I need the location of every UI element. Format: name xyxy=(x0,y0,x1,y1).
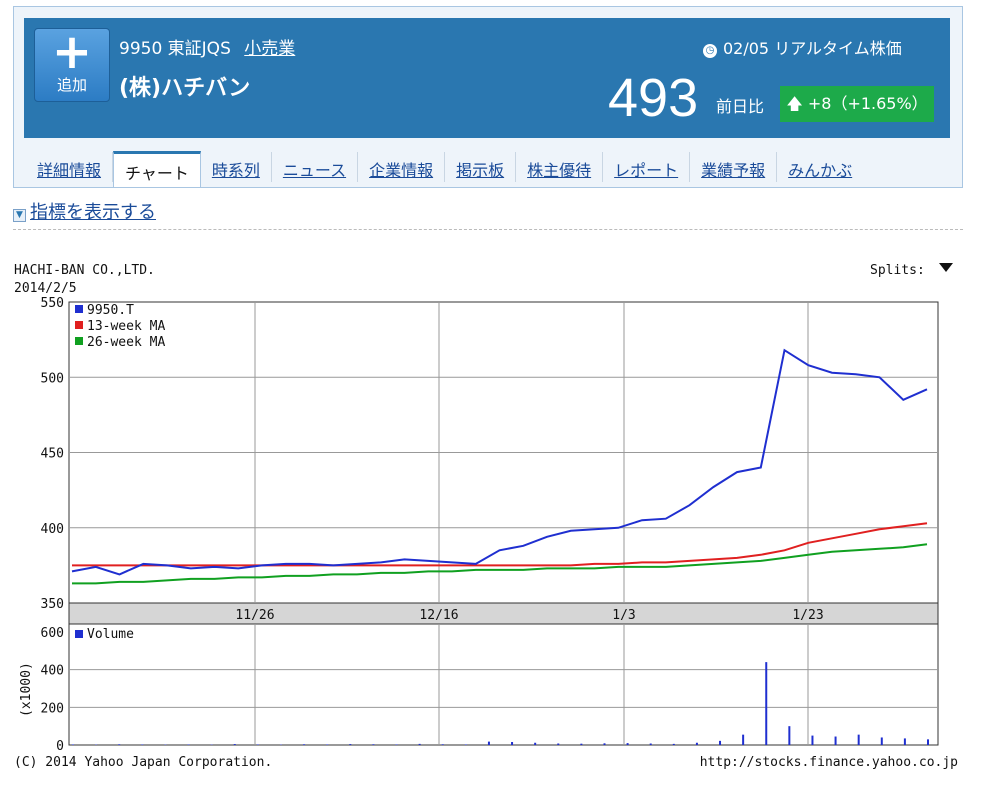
volume-plot-area xyxy=(68,623,939,746)
splits-label: Splits: xyxy=(870,263,925,278)
legend-label-1: 13-week MA xyxy=(87,319,165,334)
chart-title: HACHI-BAN CO.,LTD. xyxy=(14,263,155,278)
sector-link[interactable]: 小売業 xyxy=(244,39,296,59)
expand-icon: ▼ xyxy=(13,209,26,222)
price-tick-label: 450 xyxy=(41,447,64,462)
splits-dropdown-icon xyxy=(939,263,953,272)
price-change: +8（+1.65%） xyxy=(807,94,928,113)
current-price: 493 xyxy=(608,68,699,128)
tab-0[interactable]: 詳細情報 xyxy=(26,152,114,182)
source-url: http://stocks.finance.yahoo.co.jp xyxy=(700,755,958,770)
date-tick-label: 11/26 xyxy=(235,608,274,623)
tab-3[interactable]: ニュース xyxy=(272,152,359,182)
add-to-portfolio-button[interactable]: + 追加 xyxy=(34,28,110,102)
series-line-0 xyxy=(71,348,928,576)
stock-code: 9950 xyxy=(119,39,163,59)
volume-axis-label: (x1000) xyxy=(19,662,34,717)
date-tick-label: 1/3 xyxy=(612,608,635,623)
tab-6[interactable]: 株主優待 xyxy=(516,152,604,182)
tab-2[interactable]: 時系列 xyxy=(201,152,272,182)
price-tick-label: 400 xyxy=(41,522,64,537)
stock-code-line: 9950 東証JQS 小売業 xyxy=(119,34,295,59)
change-label: 前日比 xyxy=(716,97,765,116)
volume-tick-label: 0 xyxy=(56,739,64,754)
price-tick-label: 500 xyxy=(41,371,64,386)
legend-label-2: 26-week MA xyxy=(87,335,165,350)
show-indicators-label: 指標を表示する xyxy=(30,202,156,223)
tab-bar: 詳細情報 チャート 時系列 ニュース 企業情報 掲示板 株主優待 レポート 業績予報 みんかぶ xyxy=(26,151,863,188)
realtime-label: リアルタイム株価 xyxy=(774,39,902,58)
divider xyxy=(13,229,963,230)
volume-tick-label: 200 xyxy=(41,701,64,716)
tab-8[interactable]: 業績予報 xyxy=(690,152,778,182)
add-button-label: 追加 xyxy=(56,76,87,94)
series-line-1 xyxy=(72,522,928,567)
price-change-badge: 🡅 +8（+1.65%） xyxy=(780,86,934,122)
stock-chart: HACHI-BAN CO.,LTD. 2014/2/5 Splits: 350 400 4… xyxy=(14,263,958,770)
plus-icon: + xyxy=(51,24,93,80)
company-name: (株)ハチバン xyxy=(119,76,251,101)
price-tick-label: 350 xyxy=(41,597,64,612)
volume-tick-label: 600 xyxy=(41,626,64,641)
clock-icon: ◷ xyxy=(703,44,717,58)
tab-5[interactable]: 掲示板 xyxy=(445,152,517,182)
legend-swatch-1 xyxy=(75,321,83,329)
chart-date: 2014/2/5 xyxy=(14,281,77,296)
realtime-info: ◷ 02/05 リアルタイム株価 xyxy=(703,35,902,59)
price-tick-label: 550 xyxy=(41,296,64,311)
copyright-text: (C) 2014 Yahoo Japan Corporation. xyxy=(14,755,272,770)
volume-legend-swatch xyxy=(75,630,83,638)
volume-legend-label: Volume xyxy=(87,627,134,642)
arrow-up-icon: 🡅 xyxy=(786,94,803,113)
tab-9[interactable]: みんかぶ xyxy=(788,161,853,180)
series-line-2 xyxy=(72,543,928,585)
tab-7[interactable]: レポート xyxy=(603,152,691,182)
tab-4[interactable]: 企業情報 xyxy=(358,152,446,182)
show-indicators-toggle[interactable]: ▼ 指標を表示する xyxy=(13,198,156,224)
date-tick-label: 1/23 xyxy=(792,608,823,623)
volume-tick-label: 400 xyxy=(41,664,64,679)
legend-swatch-0 xyxy=(75,305,83,313)
quote-date: 02/05 xyxy=(723,39,770,58)
legend-swatch-2 xyxy=(75,337,83,345)
legend-label-0: 9950.T xyxy=(87,303,134,318)
tab-1[interactable]: チャート xyxy=(113,151,201,187)
date-tick-label: 12/16 xyxy=(419,608,458,623)
market-name: 東証JQS xyxy=(167,39,231,59)
